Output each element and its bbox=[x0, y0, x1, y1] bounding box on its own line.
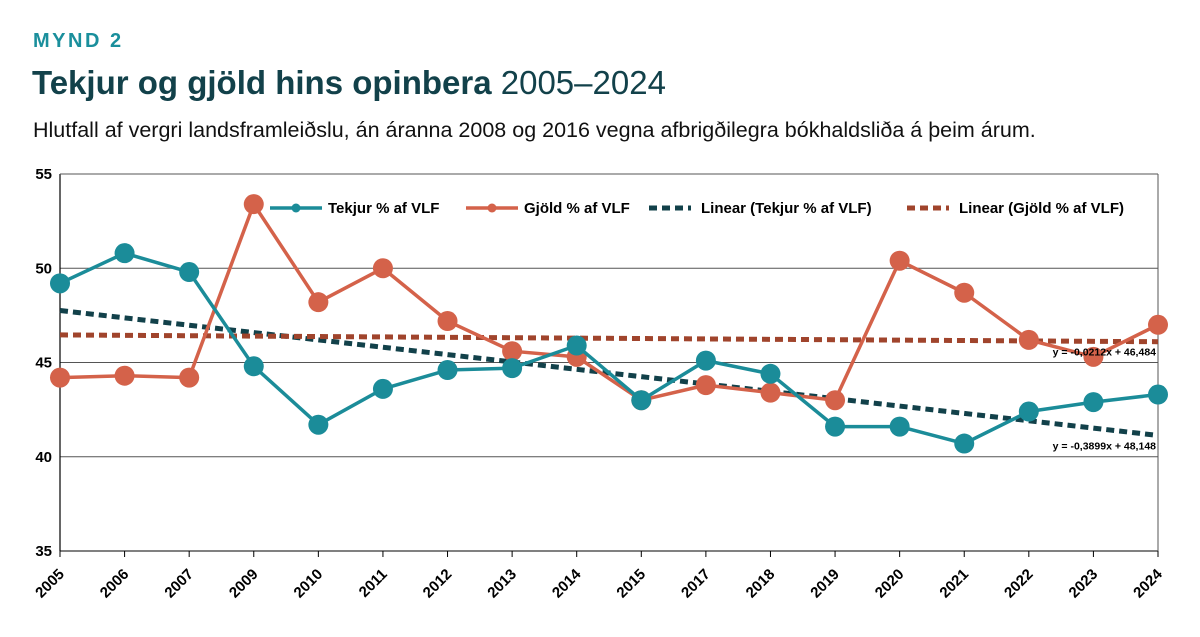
data-point-tekjur bbox=[502, 358, 523, 379]
x-tick-label: 2022 bbox=[1001, 566, 1037, 602]
data-point-gjold bbox=[1148, 314, 1168, 335]
data-point-tekjur bbox=[1148, 384, 1168, 405]
data-point-tekjur bbox=[954, 433, 975, 454]
legend: Tekjur % af VLF Gjöld % af VLF Linear (Tek… bbox=[270, 200, 1124, 217]
data-point-tekjur bbox=[1018, 401, 1039, 422]
figure-kicker: MYND 2 bbox=[33, 30, 124, 52]
data-point-gjold bbox=[1083, 346, 1104, 367]
data-point-tekjur bbox=[631, 390, 652, 411]
data-point-tekjur bbox=[179, 262, 200, 283]
x-tick-label: 2010 bbox=[291, 566, 327, 602]
data-point-gjold bbox=[889, 250, 910, 271]
trendline-gjold bbox=[59, 332, 1159, 345]
data-point-gjold bbox=[114, 365, 135, 386]
data-point-gjold bbox=[179, 367, 200, 388]
legend-marker bbox=[291, 203, 301, 213]
x-tick-label: 2013 bbox=[484, 566, 520, 602]
legend-label: Linear (Tekjur % af VLF) bbox=[701, 200, 872, 217]
y-tick-label: 40 bbox=[35, 449, 52, 466]
data-point-gjold bbox=[502, 341, 523, 362]
x-tick-label: 2007 bbox=[161, 566, 197, 602]
data-point-gjold bbox=[243, 194, 264, 215]
x-tick-label: 2018 bbox=[743, 566, 779, 602]
data-point-tekjur bbox=[825, 416, 846, 437]
x-tick-label: 2005 bbox=[32, 566, 68, 602]
x-tick-label: 2009 bbox=[226, 566, 262, 602]
data-point-gjold bbox=[372, 258, 393, 279]
x-tick-label: 2021 bbox=[936, 566, 972, 602]
x-tick-label: 2006 bbox=[97, 566, 133, 602]
chart-subtitle: Hlutfall af vergri landsframleiðslu, án … bbox=[33, 118, 1036, 142]
x-tick-label: 2024 bbox=[1130, 565, 1166, 601]
data-point-gjold bbox=[954, 282, 975, 303]
data-series bbox=[50, 194, 1168, 454]
data-point-tekjur bbox=[695, 350, 716, 371]
series-line-gjold bbox=[59, 202, 1159, 402]
data-point-tekjur bbox=[114, 243, 135, 264]
data-point-gjold bbox=[437, 311, 458, 332]
chart-title: Tekjur og gjöld hins opinbera 2005–2024 bbox=[32, 64, 666, 102]
data-point-gjold bbox=[1018, 329, 1039, 350]
x-tick-label: 2023 bbox=[1066, 566, 1102, 602]
x-tick-label: 2015 bbox=[614, 566, 650, 602]
data-point-tekjur bbox=[243, 356, 264, 377]
data-point-tekjur bbox=[760, 363, 781, 384]
legend-label: Gjöld % af VLF bbox=[524, 200, 630, 217]
x-tick-label: 2011 bbox=[356, 566, 391, 601]
data-point-gjold bbox=[695, 375, 716, 396]
data-point-tekjur bbox=[50, 273, 70, 294]
x-tick-label: 2019 bbox=[807, 566, 843, 602]
data-point-tekjur bbox=[889, 416, 910, 437]
y-tick-label: 35 bbox=[35, 543, 52, 560]
chart-title-main: Tekjur og gjöld hins opinbera bbox=[32, 64, 492, 101]
data-point-tekjur bbox=[437, 360, 458, 381]
series-line-tekjur bbox=[59, 251, 1159, 446]
y-tick-label: 50 bbox=[35, 260, 52, 277]
axis-labels: 35 40 45 50 55 2005 2006 2007 2009 2010 2011 2012 20… bbox=[32, 166, 1166, 601]
x-tick-label: 2012 bbox=[420, 566, 456, 602]
data-point-gjold bbox=[825, 390, 846, 411]
axes bbox=[59, 173, 1159, 557]
legend-marker bbox=[487, 203, 497, 213]
data-point-tekjur bbox=[566, 335, 587, 356]
x-tick-label: 2014 bbox=[549, 565, 585, 601]
trendline-equation: y = -0,3899x + 48,148 bbox=[1053, 440, 1156, 452]
y-tick-label: 45 bbox=[35, 355, 52, 372]
y-tick-label: 55 bbox=[35, 166, 52, 183]
data-point-gjold bbox=[50, 367, 70, 388]
legend-label: Tekjur % af VLF bbox=[328, 200, 439, 217]
trendline-equation: y = -0,0212x + 46,484 bbox=[1053, 347, 1156, 359]
data-point-tekjur bbox=[372, 378, 393, 399]
data-point-gjold bbox=[760, 382, 781, 403]
legend-label: Linear (Gjöld % af VLF) bbox=[959, 200, 1124, 217]
chart-title-years: 2005–2024 bbox=[500, 64, 666, 101]
x-tick-label: 2017 bbox=[678, 566, 714, 602]
grid-lines bbox=[60, 173, 1158, 552]
data-point-gjold bbox=[308, 292, 329, 313]
data-point-tekjur bbox=[308, 414, 329, 435]
data-point-tekjur bbox=[1083, 392, 1104, 413]
x-tick-label: 2020 bbox=[872, 566, 908, 602]
